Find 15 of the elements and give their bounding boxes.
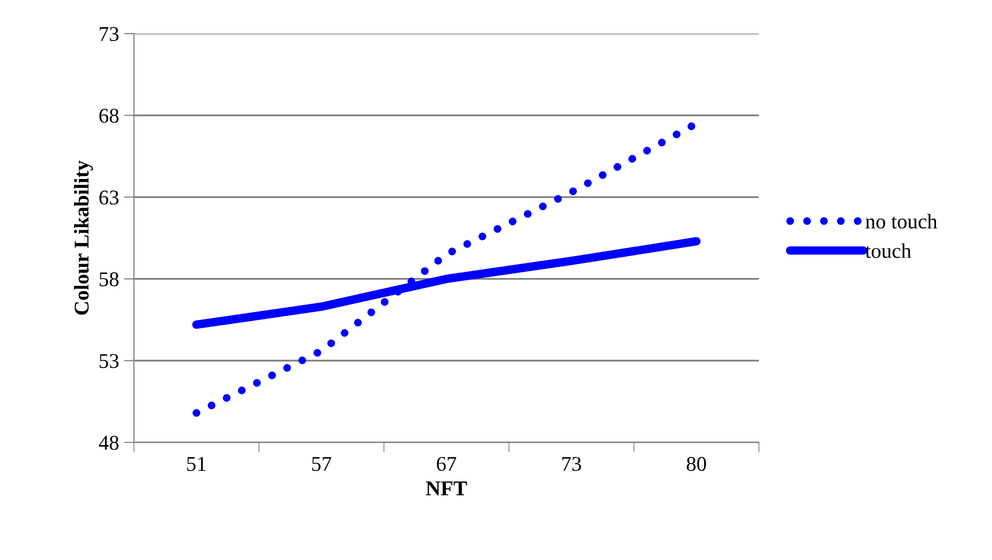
y-tick-label: 48: [98, 436, 119, 450]
y-tick-label: 58: [100, 272, 119, 286]
x-tick-label: 67: [436, 456, 456, 471]
y-tick-label: 68: [99, 108, 119, 123]
y-tick-label: 63: [99, 190, 119, 205]
x-tick-label: 80: [686, 456, 706, 471]
x-tick-label: 73: [562, 456, 581, 471]
x-tick-label: 57: [312, 457, 332, 471]
legend-label: no touch: [866, 214, 938, 229]
y-axis-title: Colour Likability: [74, 160, 93, 315]
legend-label: touch: [865, 243, 912, 258]
x-tick-label: 51: [187, 456, 206, 471]
y-tick-label: 73: [100, 27, 119, 42]
y-tick-label: 53: [100, 354, 119, 368]
x-axis-title: NFT: [426, 482, 467, 496]
